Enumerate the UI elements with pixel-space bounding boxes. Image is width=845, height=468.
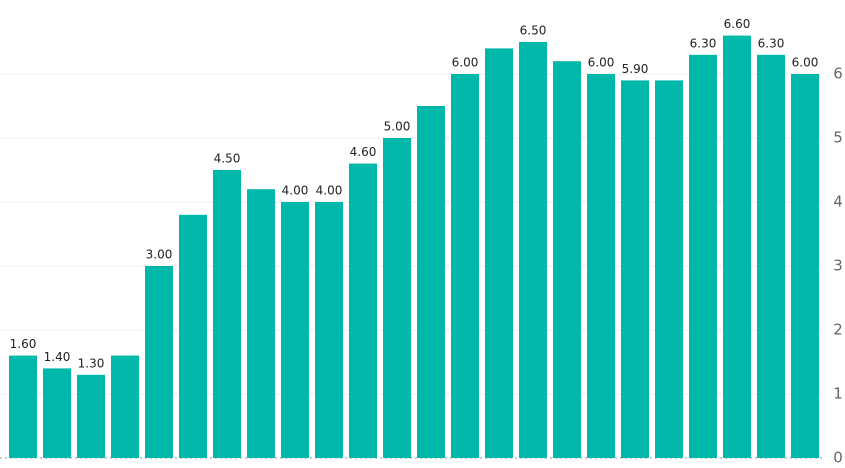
- bar: [315, 202, 343, 458]
- bar: [213, 170, 241, 458]
- bar: [519, 42, 547, 458]
- bar: [723, 35, 751, 458]
- data-label: 4.00: [282, 184, 309, 198]
- data-label: 4.00: [316, 184, 343, 198]
- bar: [757, 54, 785, 459]
- bar: [791, 74, 819, 458]
- data-label: 6.30: [690, 36, 717, 50]
- data-label: 1.60: [10, 337, 37, 351]
- y-tick-label: 1: [833, 385, 843, 403]
- data-label: 5.90: [622, 62, 649, 76]
- data-label: 6.30: [758, 36, 785, 50]
- data-label: 6.60: [724, 17, 751, 31]
- bar: [9, 355, 37, 458]
- y-tick-label: 4: [833, 193, 843, 211]
- data-label: 4.50: [214, 152, 241, 166]
- data-label: 6.00: [452, 56, 479, 70]
- y-tick-label: 6: [833, 65, 843, 83]
- data-label: 3.00: [146, 248, 173, 262]
- bar: [145, 266, 173, 458]
- bar: [43, 368, 71, 458]
- bar: [451, 74, 479, 458]
- data-label: 6.00: [792, 56, 819, 70]
- bar: [689, 54, 717, 459]
- bar: [179, 214, 207, 458]
- data-label: 1.30: [78, 356, 105, 370]
- bar: [383, 138, 411, 458]
- data-label: 6.00: [588, 56, 615, 70]
- bar: [77, 374, 105, 458]
- bar: [655, 80, 683, 459]
- y-tick-label: 0: [833, 449, 843, 467]
- data-label: 5.00: [384, 120, 411, 134]
- data-label: 4.60: [350, 145, 377, 159]
- y-tick-label: 3: [833, 257, 843, 275]
- data-label: 1.40: [44, 350, 71, 364]
- bar: [553, 61, 581, 458]
- bar: [247, 189, 275, 458]
- bar: [349, 163, 377, 458]
- bar: [621, 80, 649, 459]
- bar: [111, 355, 139, 458]
- y-tick-label: 5: [833, 129, 843, 147]
- bar: [485, 48, 513, 459]
- bar: [417, 106, 445, 458]
- bar: [281, 202, 309, 458]
- y-tick-label: 2: [833, 321, 843, 339]
- data-label: 6.50: [520, 24, 547, 38]
- bar: [587, 74, 615, 458]
